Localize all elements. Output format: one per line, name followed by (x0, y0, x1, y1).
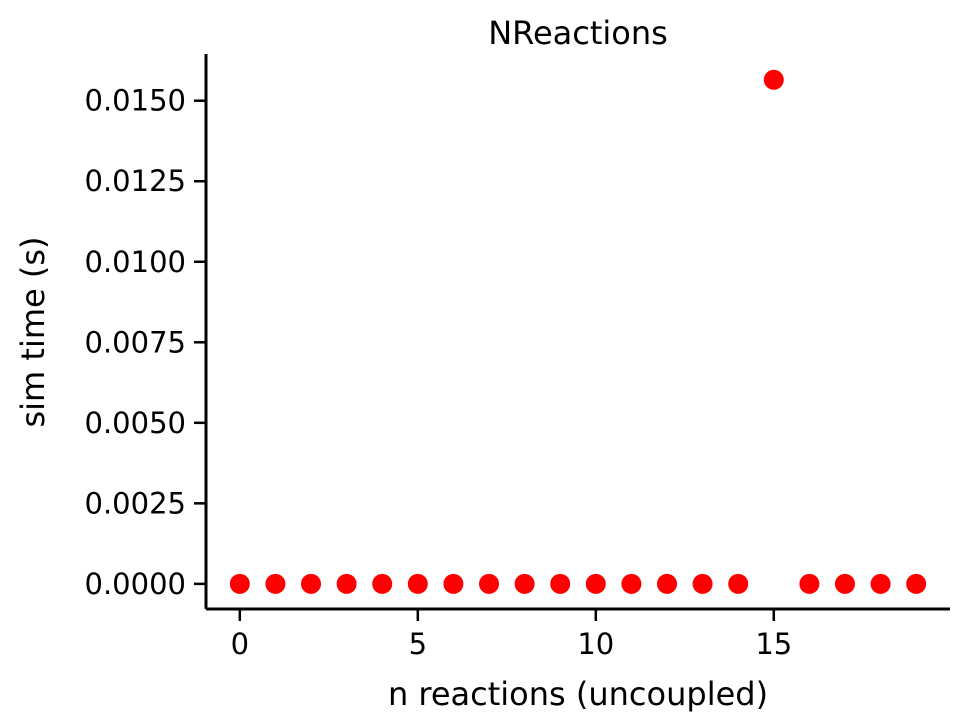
data-point (407, 573, 428, 594)
data-point (728, 573, 749, 594)
data-point (301, 573, 322, 594)
y-tick-label: 0.0075 (85, 325, 186, 359)
y-tick-label: 0.0000 (85, 567, 186, 601)
y-tick-label: 0.0100 (85, 245, 186, 279)
data-point (514, 573, 535, 594)
y-tick-label: 0.0150 (85, 84, 186, 118)
y-axis: 0.0000 0.0025 0.0050 0.0075 0.0100 0.0125 0.01… (85, 54, 208, 609)
data-points (229, 69, 927, 594)
data-point (443, 573, 464, 594)
data-point (336, 573, 357, 594)
x-axis-title: n reactions (uncoupled) (388, 675, 768, 713)
x-tick-label: 5 (409, 627, 427, 661)
data-point (479, 573, 500, 594)
data-point (585, 573, 606, 594)
data-point (265, 573, 286, 594)
data-point (621, 573, 642, 594)
data-point (906, 573, 927, 594)
y-tick-label: 0.0125 (85, 164, 186, 198)
data-point (870, 573, 891, 594)
y-axis-title: sim time (s) (14, 236, 52, 427)
x-tick-label: 15 (755, 627, 792, 661)
data-point (656, 573, 677, 594)
x-axis: 0 5 10 15 (206, 607, 950, 661)
x-tick-label: 0 (231, 627, 249, 661)
data-point (692, 573, 713, 594)
y-tick-label: 0.0050 (85, 406, 186, 440)
data-point (799, 573, 820, 594)
data-point (229, 573, 250, 594)
data-point (834, 573, 855, 594)
data-point (763, 69, 784, 90)
data-point (372, 573, 393, 594)
x-tick-label: 10 (577, 627, 614, 661)
chart-title: NReactions (488, 14, 668, 52)
data-point (550, 573, 571, 594)
y-tick-label: 0.0025 (85, 486, 186, 520)
